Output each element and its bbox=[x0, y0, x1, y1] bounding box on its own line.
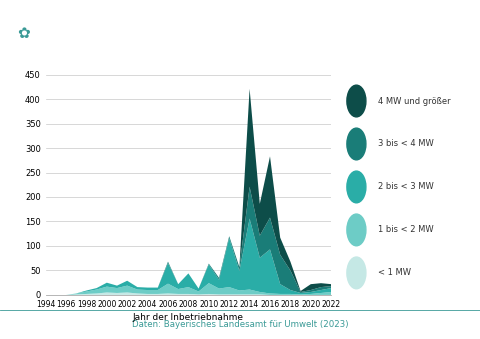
Text: < 1 MW: < 1 MW bbox=[377, 268, 410, 277]
X-axis label: Jahr der Inbetriebnahme: Jahr der Inbetriebnahme bbox=[133, 313, 244, 322]
Text: nach Leistungsklassen in Bayern in MW: nach Leistungsklassen in Bayern in MW bbox=[138, 43, 380, 53]
Text: 2 bis < 3 MW: 2 bis < 3 MW bbox=[377, 182, 433, 192]
Text: 1 bis < 2 MW: 1 bis < 2 MW bbox=[377, 225, 433, 235]
Circle shape bbox=[347, 85, 366, 117]
Circle shape bbox=[347, 214, 366, 246]
Text: Daten: Bayerisches Landesamt für Umwelt (2023): Daten: Bayerisches Landesamt für Umwelt … bbox=[132, 320, 348, 328]
Circle shape bbox=[347, 257, 366, 289]
Text: 4 MW und größer: 4 MW und größer bbox=[377, 97, 450, 105]
Circle shape bbox=[347, 128, 366, 160]
Text: ✿: ✿ bbox=[17, 25, 29, 41]
Circle shape bbox=[347, 171, 366, 203]
Circle shape bbox=[0, 7, 215, 60]
Text: Leistung der neu installierten Windenergieanlagen: Leistung der neu installierten Windenerg… bbox=[103, 16, 415, 26]
Text: 3 bis < 4 MW: 3 bis < 4 MW bbox=[377, 139, 433, 148]
